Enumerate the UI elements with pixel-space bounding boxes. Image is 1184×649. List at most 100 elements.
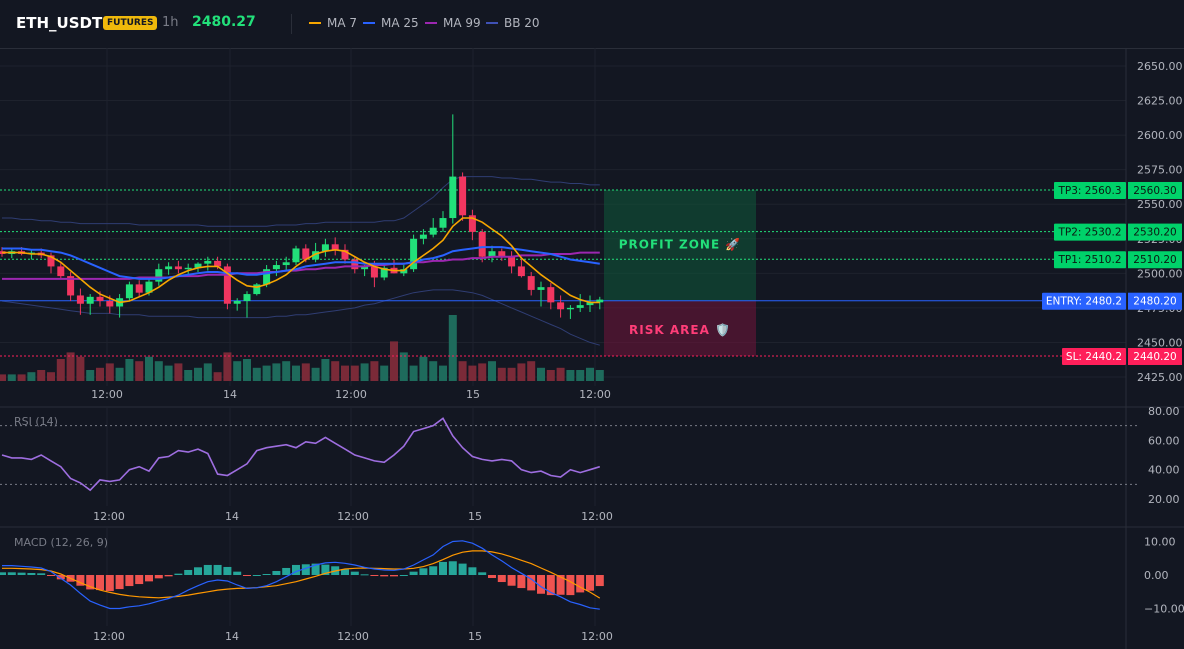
price-axis[interactable]: 2650.002625.002600.002575.002550.002525.… bbox=[1137, 60, 1183, 384]
macd-tick-label: −10.00 bbox=[1144, 603, 1184, 616]
macd-label: MACD (12, 26, 9) bbox=[14, 536, 108, 549]
volume-bar bbox=[233, 361, 242, 381]
legend-ma7[interactable]: MA 7 bbox=[309, 16, 357, 30]
candle-body bbox=[380, 267, 388, 278]
macd-hist-bar bbox=[448, 561, 457, 575]
level-tag-bg-tp2 bbox=[1054, 223, 1126, 241]
legend-ma99[interactable]: MA 99 bbox=[425, 16, 481, 30]
level-tag-bg-tp3 bbox=[1054, 181, 1126, 199]
axis-tag-bg-tp3 bbox=[1128, 181, 1182, 199]
rsi-line bbox=[1, 417, 601, 492]
candlesticks bbox=[0, 114, 604, 319]
candle-body bbox=[478, 231, 486, 257]
volume-bar bbox=[448, 315, 457, 381]
time-tick-label: 14 bbox=[225, 510, 239, 523]
time-tick-label: 12:00 bbox=[93, 510, 125, 523]
symbol-title[interactable]: ETH_USDT bbox=[16, 14, 103, 32]
volume-bar bbox=[174, 363, 183, 381]
level-tag-sl: SL: 2440.2 bbox=[1066, 351, 1122, 363]
macd-hist-bar bbox=[380, 575, 389, 577]
macd-hist-bar bbox=[213, 564, 222, 575]
volume-bar bbox=[56, 359, 65, 381]
macd-hist-bar bbox=[321, 564, 330, 575]
candle-body bbox=[214, 260, 222, 267]
macd-hist-bar bbox=[439, 561, 447, 575]
macd-hist-bar bbox=[0, 572, 6, 575]
volume-bar bbox=[478, 363, 487, 381]
axis-tag-bg-tp2 bbox=[1128, 223, 1182, 241]
time-tick-label: 12:00 bbox=[579, 388, 611, 401]
profit-zone-label: PROFIT ZONE 🚀 bbox=[619, 237, 742, 251]
candle-body bbox=[341, 249, 349, 260]
volume-bar bbox=[566, 370, 575, 381]
candle-body bbox=[125, 284, 133, 299]
candle-body bbox=[312, 251, 320, 260]
time-axis-macd: 12:00 14 12:00 15 12:00 bbox=[93, 630, 613, 643]
futures-badge: FUTURES bbox=[103, 16, 158, 30]
macd-hist-bar bbox=[86, 575, 95, 590]
macd-hist-bar bbox=[370, 575, 379, 576]
level-tag-tp3: TP3: 2560.3 bbox=[1057, 185, 1121, 197]
candle-body bbox=[253, 284, 261, 295]
macd-hist-bar bbox=[546, 575, 555, 596]
candle-body bbox=[508, 256, 516, 267]
header-divider bbox=[291, 14, 292, 34]
volume-bar bbox=[556, 367, 565, 381]
candle-body bbox=[243, 294, 251, 301]
candle-body bbox=[537, 287, 545, 290]
volume-bar bbox=[488, 361, 496, 381]
volume-bars bbox=[0, 315, 604, 381]
profit-zone bbox=[604, 189, 756, 301]
volume-bar bbox=[595, 370, 604, 381]
bb-lower-line bbox=[1, 289, 600, 346]
axis-tag-sl: 2440.20 bbox=[1133, 351, 1176, 363]
candle-body bbox=[429, 227, 437, 235]
macd-hist-bar bbox=[184, 569, 193, 575]
risk-area bbox=[604, 300, 756, 356]
macd-hist-bar bbox=[154, 575, 163, 579]
legend-ma25[interactable]: MA 25 bbox=[363, 16, 419, 30]
time-tick-label: 12:00 bbox=[91, 388, 123, 401]
volume-bar bbox=[458, 361, 467, 381]
candle-body bbox=[459, 176, 467, 216]
timeframe-label[interactable]: 1h bbox=[162, 15, 179, 30]
macd-hist-bar bbox=[586, 575, 594, 591]
legend-ma99-swatch bbox=[425, 22, 437, 24]
candle-body bbox=[566, 307, 574, 310]
volume-bar bbox=[468, 365, 477, 381]
time-tick-label: 15 bbox=[468, 510, 482, 523]
macd-hist-bar bbox=[409, 571, 418, 575]
candle-body bbox=[547, 287, 555, 303]
price-tick-label: 2625.00 bbox=[1137, 95, 1183, 108]
macd-hist-bar bbox=[566, 575, 575, 596]
time-axis-rsi: 12:00 14 12:00 15 12:00 bbox=[93, 510, 613, 523]
macd-hist-bar bbox=[56, 575, 65, 580]
candle-body bbox=[47, 255, 55, 267]
legend-bb20[interactable]: BB 20 bbox=[486, 16, 540, 30]
volume-bar bbox=[350, 365, 359, 381]
candle-body bbox=[165, 266, 173, 270]
time-tick-label: 15 bbox=[468, 630, 482, 643]
volume-bar bbox=[27, 372, 36, 381]
level-tag-tp2: TP2: 2530.2 bbox=[1057, 227, 1121, 239]
macd-hist-bar bbox=[282, 567, 291, 575]
volume-bar bbox=[331, 361, 340, 381]
volume-bar bbox=[135, 361, 144, 381]
candle-body bbox=[96, 296, 104, 301]
last-price: 2480.27 bbox=[192, 14, 256, 30]
volume-bar bbox=[341, 365, 349, 381]
price-tick-label: 2425.00 bbox=[1137, 371, 1183, 384]
level-tag-bg-tp1 bbox=[1054, 251, 1126, 269]
time-axis-main[interactable]: 12:00 14 12:00 15 12:00 bbox=[91, 388, 611, 401]
volume-bar bbox=[0, 374, 6, 381]
legend-ma99-label: MA 99 bbox=[443, 16, 481, 30]
candle-body bbox=[57, 266, 65, 277]
volume-bar bbox=[262, 365, 271, 381]
rsi-tick-label: 80.00 bbox=[1148, 405, 1180, 418]
macd-hist-bar bbox=[595, 575, 604, 587]
volume-bar bbox=[37, 370, 46, 381]
chart-header: ETH_USDT FUTURES 1h 2480.27 MA 7 MA 25 M… bbox=[0, 0, 1184, 49]
macd-hist-bar bbox=[203, 564, 212, 575]
volume-bar bbox=[321, 359, 330, 381]
